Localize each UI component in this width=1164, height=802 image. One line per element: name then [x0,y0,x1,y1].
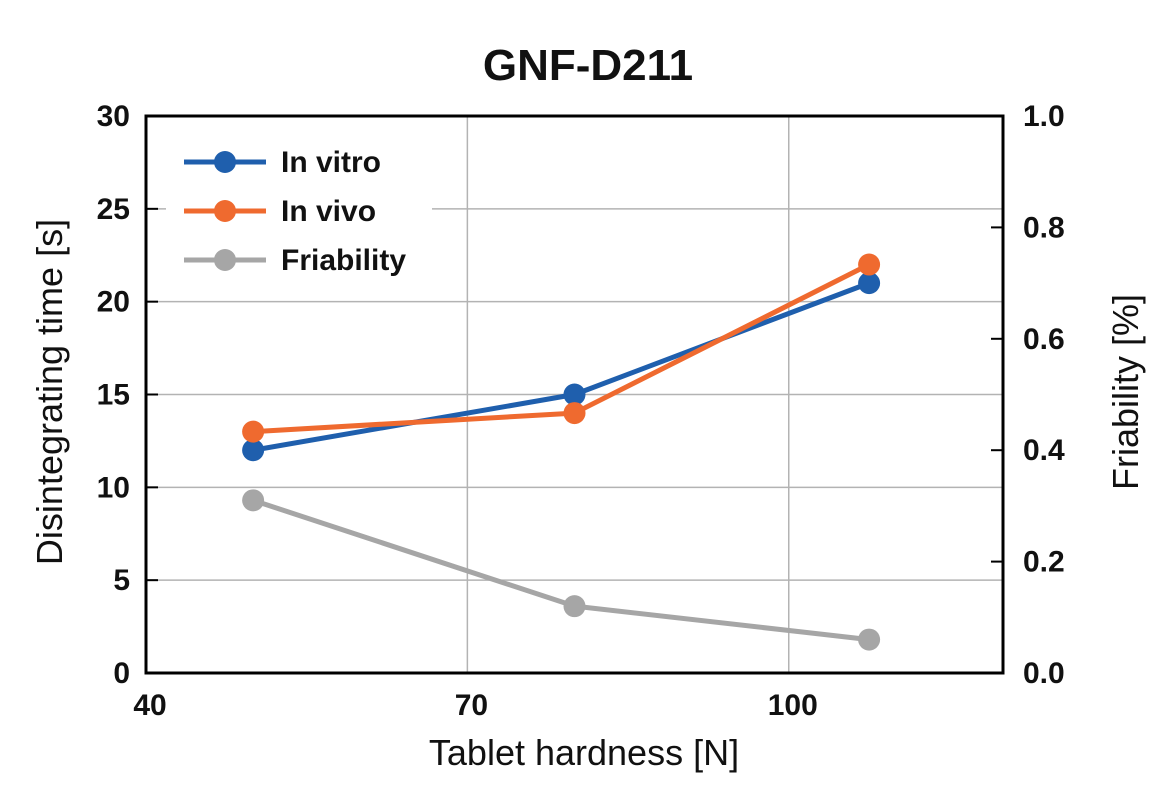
legend-entry-in-vitro: In vitro [184,146,381,179]
legend-label: In vitro [281,146,381,179]
x-tick-label: 70 [455,689,488,722]
y-tick-label: 0 [113,657,130,690]
legend-entry-in-vivo: In vivo [184,195,376,228]
y2-tick-label: 1.0 [1023,100,1065,133]
y2-tick-label: 0.4 [1023,434,1065,467]
legend: In vitro In vivo Friability [166,132,432,292]
y2-tick-label: 0.6 [1023,323,1065,356]
y-tick-label: 5 [113,564,130,597]
series [242,253,881,651]
x-tick-label: 40 [133,689,166,722]
legend-marker [214,249,236,271]
y2-tick-label: 0.8 [1023,211,1065,244]
ticks: 0 5 10 15 20 25 30 0.0 0.2 0.4 0.6 0.8 1.0 40 70 100 [97,100,1065,722]
y2-tick-label: 0.0 [1023,657,1065,690]
x-tick-label: 100 [768,689,818,722]
data-point-in-vitro [563,383,586,406]
data-point-in-vivo [242,420,265,443]
series-in-vivo [242,253,881,443]
series-friability [242,489,881,651]
data-point-friability [563,595,586,618]
y-tick-label: 10 [97,471,130,504]
legend-entry-friability: Friability [184,244,406,277]
data-point-in-vivo [858,253,881,276]
y2-axis-label: Friability [%] [1105,294,1146,490]
y-axis-label: Disintegrating time [s] [29,219,70,565]
legend-marker [214,200,236,222]
series-in-vitro [242,272,881,462]
data-point-in-vitro [242,439,265,462]
data-point-in-vitro [858,272,881,295]
x-axis-label: Tablet hardness [N] [429,732,739,773]
y-tick-label: 30 [97,100,130,133]
y-tick-label: 25 [97,193,130,226]
legend-label: Friability [281,244,406,277]
data-point-friability [858,628,881,651]
y2-tick-label: 0.2 [1023,546,1065,579]
chart-title: GNF-D211 [483,41,693,90]
y-tick-label: 20 [97,286,130,319]
data-point-in-vivo [563,402,586,425]
y-tick-label: 15 [97,379,130,412]
legend-label: In vivo [281,195,376,228]
legend-marker [214,151,236,173]
data-point-friability [242,489,265,512]
